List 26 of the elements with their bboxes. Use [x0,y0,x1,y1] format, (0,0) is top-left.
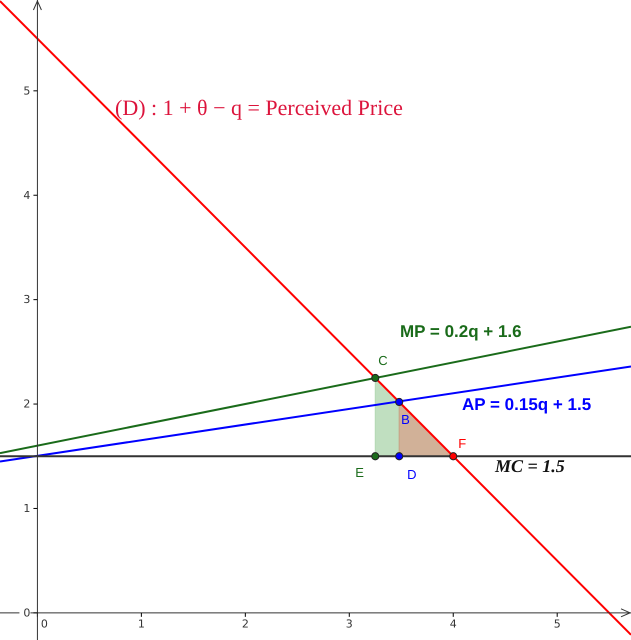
y-tick-label: 1 [23,502,30,515]
y-tick-label: 2 [23,398,30,411]
annotation: AP = 0.15q + 1.5 [462,395,592,414]
x-tick-label: 0 [40,618,48,631]
annotation: (D) : 1 + θ − q = Perceived Price [115,95,403,120]
annotation: E [355,465,364,480]
x-tick-label: 4 [450,618,457,631]
y-tick-label: 5 [23,84,30,98]
point [395,398,404,406]
annotation: D [407,467,417,482]
annotation: F [458,436,466,452]
x-tick-label: 2 [242,618,249,631]
annotation: MP = 0.2q + 1.6 [400,322,522,341]
annotation: B [401,412,410,427]
annotation: C [378,352,388,368]
point [449,452,458,460]
y-tick-label: 0 [23,606,30,620]
x-tick-label: 3 [346,618,353,631]
point [395,452,404,460]
point [371,452,380,460]
x-tick-label: 1 [138,618,145,631]
y-tick-label: 4 [23,188,30,202]
y-tick-label: 3 [23,293,30,306]
x-tick-label: 5 [554,618,561,631]
point [371,374,380,382]
annotation: MC = 1.5 [494,456,565,476]
